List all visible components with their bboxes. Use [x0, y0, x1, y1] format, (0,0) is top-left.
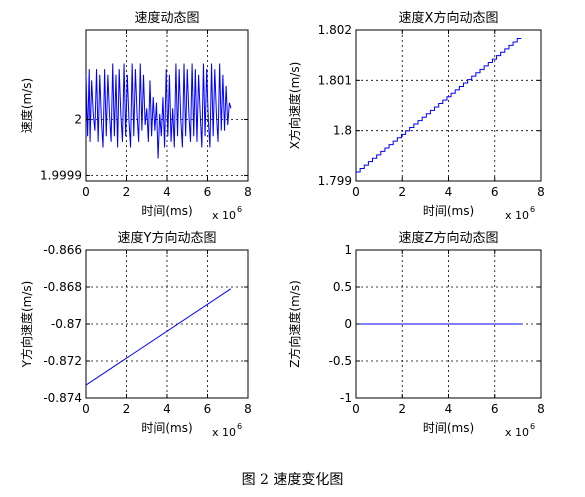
- y-tick-label: 1.9999: [40, 168, 82, 182]
- y-tick-label: -0.5: [329, 354, 352, 368]
- y-tick-label: 1: [344, 243, 352, 257]
- x-multiplier-exponent: 6: [530, 422, 535, 431]
- x-multiplier: x 10: [212, 426, 236, 439]
- y-tick-label: 0: [344, 317, 352, 331]
- chart-title: 速度Z方向动态图: [399, 230, 499, 246]
- y-tick-label: -0.87: [51, 317, 82, 331]
- x-tick-label: 0: [82, 185, 90, 199]
- x-tick-label: 6: [491, 402, 499, 416]
- y-tick-label: 0.5: [333, 280, 352, 294]
- x-tick-label: 6: [491, 185, 499, 199]
- x-multiplier-exponent: 6: [530, 205, 535, 214]
- x-tick-label: 2: [398, 402, 406, 416]
- chart-title: 速度动态图: [134, 10, 199, 26]
- x-axis-label: 时间(ms): [423, 421, 474, 435]
- y-axis-label: X方向速度(m/s): [287, 62, 302, 150]
- y-axis-label: Y方向速度(m/s): [19, 281, 34, 369]
- chart-speed-y: 0 2 4 6 8-0.874-0.872-0.87-0.868-0.866速度Y方向动…: [19, 230, 252, 439]
- y-tick-label: -0.874: [43, 391, 82, 405]
- x-tick-label: 0: [352, 185, 360, 199]
- x-tick-label: 8: [244, 185, 252, 199]
- chart-title: 速度Y方向动态图: [118, 230, 217, 246]
- y-tick-label: -0.866: [43, 243, 82, 257]
- x-tick-label: 4: [445, 402, 453, 416]
- y-tick-label: 1.799: [318, 174, 352, 188]
- x-multiplier: x 10: [505, 426, 529, 439]
- y-tick-label: 1.8: [333, 124, 352, 138]
- y-tick-label: -1: [340, 391, 352, 405]
- x-axis-label: 时间(ms): [423, 204, 474, 218]
- y-tick-label: 1.802: [318, 23, 352, 37]
- x-tick-label: 0: [352, 402, 360, 416]
- y-axis-label: 速度(m/s): [19, 78, 34, 133]
- x-tick-label: 8: [537, 402, 545, 416]
- series-line-0: [356, 38, 522, 173]
- x-axis-label: 时间(ms): [141, 204, 192, 218]
- x-tick-label: 2: [123, 185, 131, 199]
- x-axis-label: 时间(ms): [141, 421, 192, 435]
- x-tick-label: 4: [163, 402, 171, 416]
- series-line-0: [85, 63, 232, 159]
- x-multiplier-exponent: 6: [237, 205, 242, 214]
- x-tick-label: 4: [163, 185, 171, 199]
- series-line-0: [85, 288, 232, 386]
- y-tick-label: 1.801: [318, 73, 352, 87]
- x-tick-label: 8: [537, 185, 545, 199]
- y-tick-label: 2: [74, 112, 82, 126]
- y-tick-label: -0.868: [43, 280, 82, 294]
- x-tick-label: 4: [445, 185, 453, 199]
- x-tick-label: 8: [244, 402, 252, 416]
- figure-caption: 图 2 速度变化图: [241, 472, 344, 488]
- x-tick-label: 2: [123, 402, 131, 416]
- x-multiplier: x 10: [505, 209, 529, 222]
- x-tick-label: 6: [204, 402, 212, 416]
- x-tick-label: 6: [204, 185, 212, 199]
- chart-title: 速度X方向动态图: [399, 10, 499, 26]
- x-multiplier-exponent: 6: [237, 422, 242, 431]
- y-axis-label: Z方向速度(m/s): [287, 280, 302, 368]
- y-tick-label: -0.872: [43, 354, 82, 368]
- x-multiplier: x 10: [212, 209, 236, 222]
- x-tick-label: 2: [398, 185, 406, 199]
- x-tick-label: 0: [82, 402, 90, 416]
